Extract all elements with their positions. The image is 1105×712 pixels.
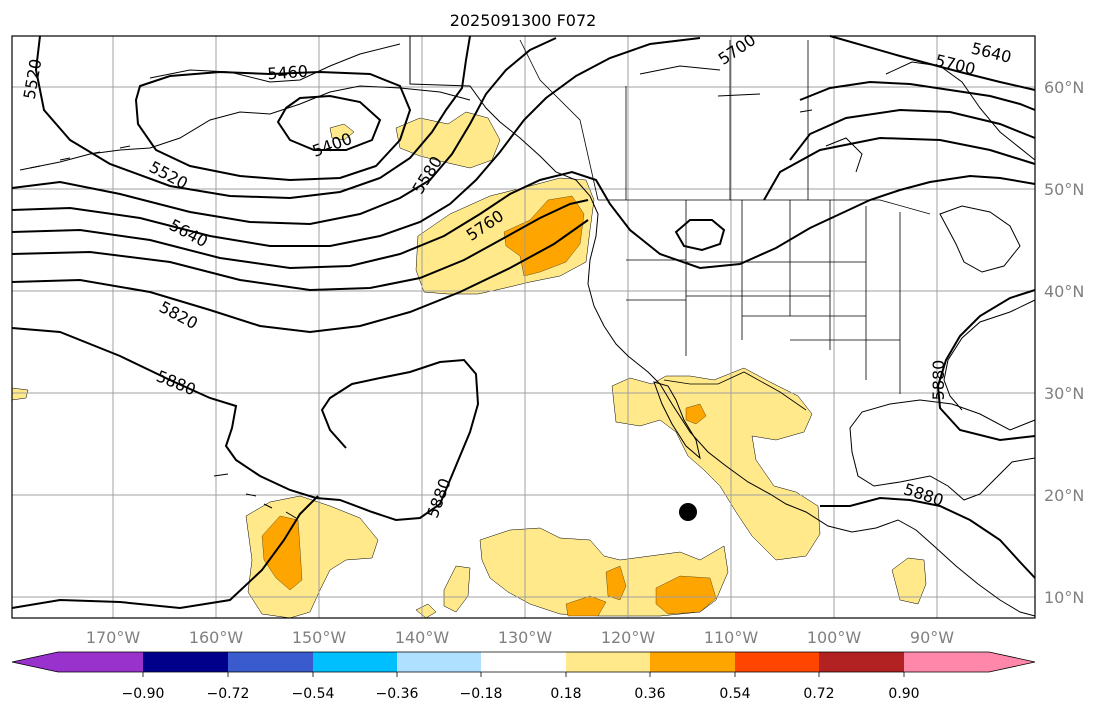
coast-canada-islands: [639, 65, 863, 173]
border-states-2: [626, 259, 900, 341]
contour-5820-ne: [763, 136, 1036, 201]
shade-small-3: [415, 603, 437, 619]
contour-5880-d: [820, 496, 1036, 579]
graticule: [12, 36, 1035, 618]
contour-5700: [11, 170, 1036, 270]
shaded-areas-mid: [261, 195, 717, 617]
colorbar-extend-max: [989, 652, 1035, 672]
shade-mid-hawaii: [261, 515, 303, 591]
lat-label: 30°N: [1044, 384, 1084, 403]
shade-baja-mexico: [611, 367, 821, 561]
colorbar-bin: [313, 652, 397, 672]
longitude-labels: 170°W 160°W 150°W 140°W 130°W 120°W 110°…: [86, 628, 954, 647]
coast-baja: [653, 381, 701, 460]
contour-5580: [11, 37, 557, 226]
coast-alaska-north: [149, 43, 401, 83]
coast-great-lakes: [939, 205, 1021, 273]
shade-mid-south-1: [655, 575, 717, 615]
coast-hawaii: [213, 473, 297, 519]
coastlines: [19, 36, 1036, 617]
lat-label: 40°N: [1044, 282, 1084, 301]
contour-5400: [276, 94, 382, 151]
contour-5460: [134, 70, 412, 182]
colorbar-bin: [735, 652, 819, 672]
colorbar-tick-label: −0.72: [207, 686, 250, 702]
colorbar-bin: [819, 652, 904, 672]
contour-5520: [34, 35, 471, 200]
lon-label: 110°W: [704, 628, 759, 647]
contour-5880-a: [11, 327, 480, 522]
border-states-1: [685, 200, 901, 394]
colorbar-tick-label: 0.18: [550, 686, 581, 702]
coast-hudson: [885, 61, 1036, 161]
shade-mid-south-2: [605, 565, 627, 601]
latitude-labels: 60°N 50°N 40°N 30°N 20°N 10°N: [1044, 78, 1084, 607]
map-panel: 5400 5460 5520 5520 5580 5640 5640 5700 …: [11, 30, 1036, 619]
colorbar-tick-label: 0.90: [888, 686, 919, 702]
colorbar-bin: [397, 652, 481, 672]
lon-label: 100°W: [807, 628, 862, 647]
colorbar-bin: [58, 652, 143, 672]
border-provinces: [519, 39, 809, 201]
lon-label: 160°W: [189, 628, 244, 647]
colorbar-bin: [904, 652, 989, 672]
coast-east: [943, 299, 1036, 411]
contour-label: 5880: [929, 360, 948, 401]
border-us-canada: [598, 199, 931, 215]
contour-5700-ne: [799, 80, 1036, 111]
contour-5760-ne: [789, 108, 1036, 161]
lat-label: 20°N: [1044, 486, 1084, 505]
shade-small-4: [11, 387, 29, 401]
colorbar-tick-label: 0.36: [634, 686, 665, 702]
map-frame: [11, 35, 1036, 619]
colorbar-extend-min: [12, 652, 58, 672]
map-background: [12, 36, 1035, 618]
colorbar-bin: [228, 652, 313, 672]
coast-aleutian: [19, 145, 131, 171]
shade-mid-pnw: [503, 195, 585, 277]
political-borders: [409, 36, 931, 411]
storm-marker: [679, 503, 697, 521]
colorbar-tick-label: −0.36: [376, 686, 419, 702]
lat-label: 60°N: [1044, 78, 1084, 97]
colorbar-bin: [650, 652, 735, 672]
colorbar: [11, 651, 1036, 677]
contour-5760: [11, 199, 589, 292]
lon-label: 140°W: [395, 628, 450, 647]
colorbar-outline: [11, 651, 1036, 673]
contour-5640: [11, 37, 701, 247]
map-title: 2025091300 F072: [450, 11, 597, 30]
border-us-mexico: [663, 371, 807, 411]
coast-alaska: [29, 85, 471, 169]
colorbar-bin: [566, 652, 650, 672]
lon-label: 130°W: [498, 628, 553, 647]
contour-5880-c: [936, 289, 1036, 442]
colorbar-ticks: −0.90 −0.72 −0.54 −0.36 −0.18 0.18 0.36 …: [122, 686, 920, 702]
contour-label: 5460: [267, 62, 309, 84]
colorbar-tick-label: 0.54: [719, 686, 750, 702]
lon-label: 120°W: [601, 628, 656, 647]
contour-5820: [11, 219, 589, 334]
colorbar-bin: [143, 652, 228, 672]
contour-5640-ne: [829, 35, 1036, 91]
shade-small-5: [329, 123, 355, 141]
coast-gulf-mexico: [849, 399, 1036, 501]
colorbar-tick-label: −0.90: [122, 686, 165, 702]
colorbar-tick-label: −0.18: [460, 686, 503, 702]
contour-5880-b: [11, 495, 319, 610]
shade-mid-baja: [685, 403, 707, 425]
lon-label: 150°W: [292, 628, 347, 647]
lon-label: 90°W: [910, 628, 954, 647]
shade-small-1: [443, 565, 471, 613]
lat-label: 50°N: [1044, 180, 1084, 199]
colorbar-bin: [481, 652, 566, 672]
contour-5700-closed: [674, 219, 726, 252]
colorbar-tick-label: 0.72: [803, 686, 834, 702]
height-contours: [11, 35, 1036, 610]
shade-small-2: [891, 557, 927, 605]
colorbar-tick-label: −0.54: [292, 686, 335, 702]
lon-label: 170°W: [86, 628, 141, 647]
lat-label: 10°N: [1044, 588, 1084, 607]
